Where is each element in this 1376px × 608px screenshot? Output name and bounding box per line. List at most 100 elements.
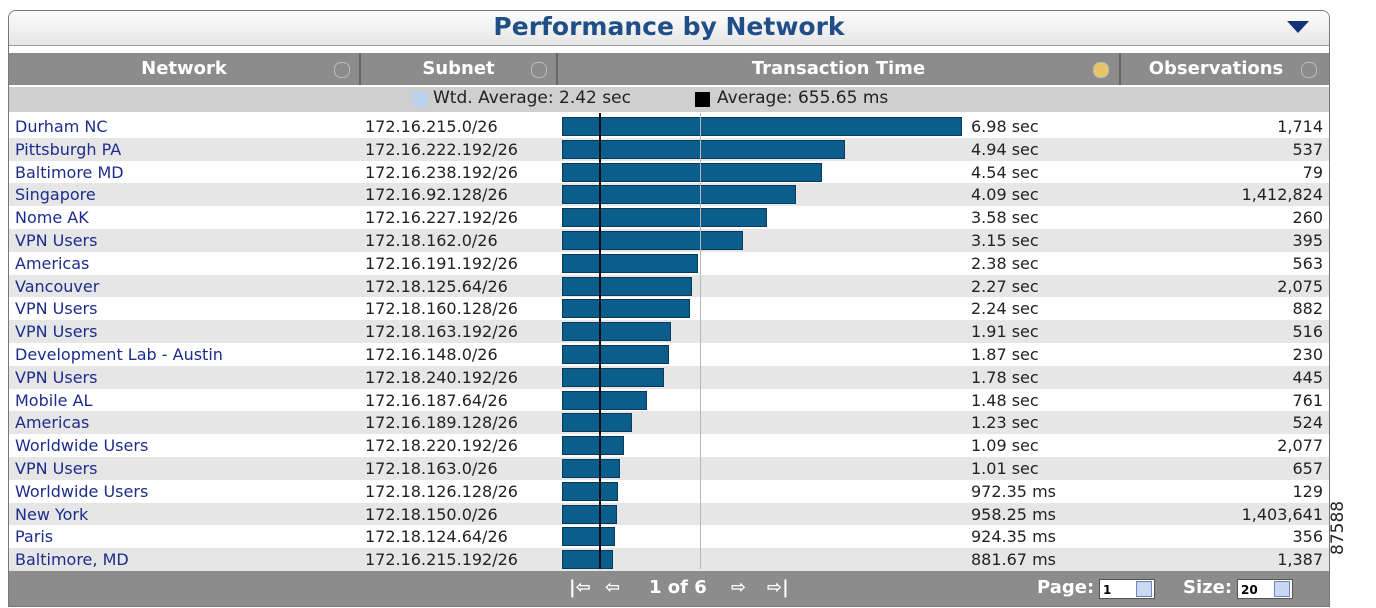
table-row: Baltimore, MD 172.16.215.192/26 881.67 ms 1… [9, 548, 1329, 572]
network-name[interactable]: VPN Users [15, 299, 98, 319]
network-name[interactable]: VPN Users [15, 367, 98, 387]
page-label: Page: [1037, 577, 1095, 598]
time-label: 2.24 sec [971, 299, 1039, 319]
network-name[interactable]: Durham NC [15, 117, 108, 136]
time-bar [562, 253, 699, 273]
subnet: 172.18.125.64/26 [365, 276, 508, 296]
network-name[interactable]: Baltimore MD [15, 162, 124, 182]
size-label: Size: [1183, 577, 1233, 598]
observations: 1,403,641 [1241, 504, 1323, 524]
time-bar [562, 117, 962, 136]
menu-toggle[interactable] [1287, 21, 1309, 33]
observations: 260 [1292, 208, 1323, 228]
column-header-subnet[interactable]: Subnet [361, 53, 558, 85]
network-name[interactable]: Mobile AL [15, 390, 93, 410]
size-value: 20 [1241, 583, 1258, 597]
column-header-network[interactable]: Network [9, 53, 361, 85]
subnet: 172.18.160.128/26 [365, 299, 518, 319]
network-name[interactable]: Americas [15, 253, 90, 273]
time-label: 4.54 sec [971, 162, 1039, 182]
observations: 129 [1292, 481, 1323, 501]
network-name[interactable]: Pittsburgh PA [15, 139, 122, 159]
last-page[interactable]: ⇨| [767, 577, 789, 598]
dropdown-button[interactable] [1274, 581, 1290, 597]
average-line [598, 113, 601, 569]
legend-swatch [695, 92, 710, 107]
time-bar [562, 276, 693, 296]
subnet: 172.18.150.0/26 [365, 504, 498, 524]
time-bar [562, 459, 620, 478]
table-row: Development Lab - Austin 172.16.148.0/26 1… [9, 343, 1329, 366]
sort-icon[interactable] [334, 62, 350, 78]
network-name[interactable]: Baltimore, MD [15, 550, 129, 570]
observations: 445 [1292, 367, 1323, 387]
time-label: 4.94 sec [971, 139, 1039, 159]
page-select[interactable]: 1 [1099, 579, 1155, 599]
panel-title: Performance by Network [493, 12, 845, 41]
time-label: 4.09 sec [971, 185, 1039, 205]
figure-id: 87588 [1328, 500, 1348, 555]
time-bar [562, 345, 670, 364]
network-name[interactable]: Singapore [15, 185, 96, 205]
page-value: 1 [1103, 583, 1112, 597]
time-label: 2.27 sec [971, 276, 1039, 296]
column-header-time[interactable]: Transaction Time [558, 53, 1121, 85]
column-header-observations[interactable]: Observations [1148, 58, 1284, 79]
legend-row: Wtd. Average: 2.42 sec Average: 655.65 m… [9, 87, 1329, 112]
table-row: Durham NC 172.16.215.0/26 6.98 sec 1,714 [9, 115, 1329, 138]
subnet: 172.16.191.192/26 [365, 253, 518, 273]
network-name[interactable]: VPN Users [15, 459, 98, 478]
column-header: Network Subnet Transaction Time Observat… [9, 53, 1329, 85]
network-name[interactable]: Vancouver [15, 276, 100, 296]
page-text: 1 of 6 [649, 577, 707, 598]
time-label: 3.15 sec [971, 231, 1039, 250]
network-name[interactable]: Worldwide Users [15, 436, 149, 456]
observations: 230 [1292, 345, 1323, 364]
sort-icon[interactable] [1301, 62, 1317, 78]
subnet: 172.16.215.0/26 [365, 117, 498, 136]
table-row: Pittsburgh PA 172.16.222.192/26 4.94 sec 53… [9, 137, 1329, 161]
observations: 1,387 [1277, 550, 1323, 570]
network-name[interactable]: VPN Users [15, 231, 98, 250]
time-label: 6.98 sec [971, 117, 1039, 136]
legend-label: Wtd. Average: 2.42 sec [433, 88, 631, 108]
observations: 761 [1292, 390, 1323, 410]
observations: 563 [1292, 253, 1323, 273]
panel: Performance by Network Network Subnet Tr… [8, 10, 1330, 607]
network-name[interactable]: Paris [15, 527, 54, 547]
sort-icon[interactable] [1093, 62, 1109, 78]
table-row: Nome AK 172.16.227.192/26 3.58 sec 260 [9, 206, 1329, 230]
time-label: 958.25 ms [971, 504, 1056, 524]
table-row: VPN Users 172.18.163.192/26 1.91 sec 516 [9, 320, 1329, 344]
subnet: 172.16.189.128/26 [365, 413, 518, 433]
time-label: 2.38 sec [971, 253, 1039, 273]
time-label: 1.91 sec [971, 322, 1039, 342]
time-bar [562, 139, 846, 159]
dropdown-button[interactable] [1136, 581, 1152, 597]
table-row: VPN Users 172.18.163.0/26 1.01 sec 657 [9, 457, 1329, 480]
observations: 1,412,824 [1241, 185, 1323, 205]
table-row: Americas 172.16.191.192/26 2.38 sec 563 [9, 251, 1329, 275]
network-name[interactable]: Americas [15, 413, 90, 433]
subnet: 172.18.126.128/26 [365, 481, 518, 501]
subnet: 172.16.215.192/26 [365, 550, 518, 570]
subnet: 172.16.227.192/26 [365, 208, 518, 228]
time-bar [562, 436, 625, 456]
table-row: Worldwide Users 172.18.126.128/26 972.35 m… [9, 479, 1329, 503]
network-name[interactable]: Worldwide Users [15, 481, 149, 501]
prev-page[interactable]: ⇦ [605, 577, 621, 598]
observations: 2,075 [1277, 276, 1323, 296]
network-name[interactable]: Nome AK [15, 208, 89, 228]
network-name[interactable]: VPN Users [15, 322, 98, 342]
time-label: 1.09 sec [971, 436, 1039, 456]
table-row: New York 172.18.150.0/26 958.25 ms 1,403,64… [9, 502, 1329, 526]
subnet: 172.16.148.0/26 [365, 345, 498, 364]
network-name[interactable]: Development Lab - Austin [15, 345, 223, 364]
network-name[interactable]: New York [15, 504, 89, 524]
first-page[interactable]: |⇦ [569, 577, 591, 598]
time-bar [562, 527, 615, 547]
size-select[interactable]: 20 [1237, 579, 1293, 599]
next-page[interactable]: ⇨ [731, 577, 747, 598]
observations: 524 [1292, 413, 1323, 433]
sort-icon[interactable] [531, 62, 547, 78]
